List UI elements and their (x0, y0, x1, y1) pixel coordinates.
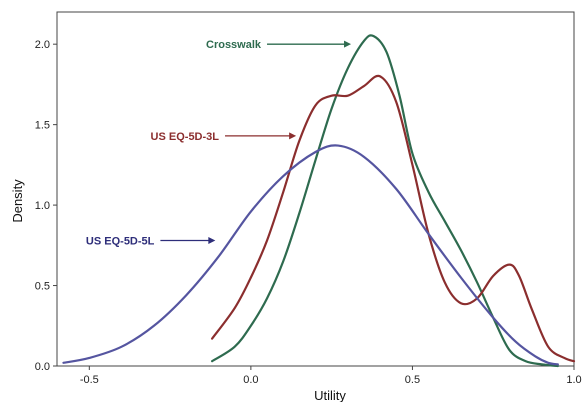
annotation-label-crosswalk: Crosswalk (206, 39, 262, 51)
series-line-us-eq-5d-5l (62, 144, 559, 366)
annotation-label-us-eq-5d-5l: US EQ-5D-5L (86, 235, 155, 247)
series-line-crosswalk (211, 34, 559, 368)
x-tick-label: 0.5 (405, 374, 420, 386)
y-tick-label: 0.0 (35, 361, 50, 373)
y-axis-label: Density (10, 179, 25, 223)
annotation-arrowhead-us-eq-5d-3l (289, 132, 297, 140)
x-axis-label: Utility (314, 388, 346, 402)
y-tick-label: 2.0 (35, 39, 50, 51)
x-tick-label: 1.0 (566, 374, 581, 386)
annotation-arrowhead-us-eq-5d-5l (208, 236, 216, 244)
annotation-label-us-eq-5d-3l: US EQ-5D-3L (151, 131, 220, 143)
series-line-us-eq-5d-3l (211, 74, 576, 363)
plot-frame (56, 11, 575, 367)
x-tick-label: 0.0 (243, 374, 258, 386)
y-tick-label: 1.5 (35, 120, 50, 132)
annotation-arrowhead-crosswalk (344, 40, 352, 48)
x-tick-label: -0.5 (80, 374, 99, 386)
y-tick-label: 0.5 (35, 281, 50, 293)
y-tick-label: 1.0 (35, 200, 50, 212)
